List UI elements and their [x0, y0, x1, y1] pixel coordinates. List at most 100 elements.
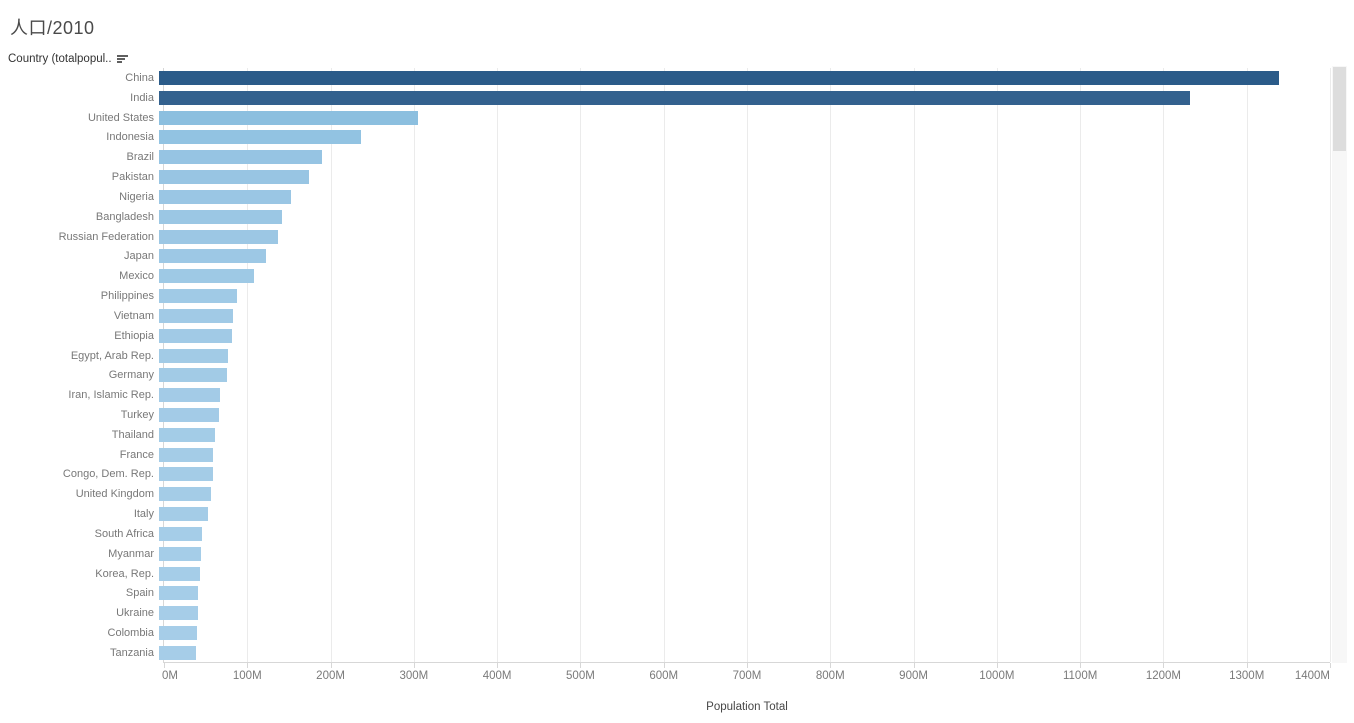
population-bar[interactable] — [159, 150, 323, 165]
population-bar[interactable] — [159, 407, 220, 422]
population-bar[interactable] — [159, 170, 309, 185]
population-bar[interactable] — [159, 249, 267, 264]
gridline — [1246, 68, 1248, 662]
bar-track — [159, 586, 1331, 601]
country-label[interactable]: South Africa — [94, 527, 154, 540]
bar-track — [159, 566, 1331, 581]
population-bar[interactable] — [159, 586, 199, 601]
bar-track — [159, 626, 1331, 641]
population-bar[interactable] — [159, 90, 1191, 105]
sort-descending-icon[interactable] — [116, 55, 128, 63]
gridline — [247, 68, 249, 662]
country-label[interactable]: Brazil — [126, 151, 154, 164]
row-header[interactable]: Country (totalpopul.. — [8, 51, 128, 67]
country-label[interactable]: Germany — [108, 369, 154, 382]
country-label[interactable]: Russian Federation — [58, 230, 154, 243]
population-bar[interactable] — [159, 328, 232, 343]
country-label[interactable]: Iran, Islamic Rep. — [68, 389, 154, 402]
population-bar[interactable] — [159, 209, 283, 224]
country-label[interactable]: China — [125, 71, 154, 84]
bar-track — [159, 606, 1331, 621]
population-bar[interactable] — [159, 487, 211, 502]
country-label[interactable]: France — [119, 448, 154, 461]
population-bar[interactable] — [159, 566, 201, 581]
country-label[interactable]: Ukraine — [116, 607, 154, 620]
gridline — [497, 68, 499, 662]
table-row: Korea, Rep. — [1, 564, 1331, 584]
country-label[interactable]: Mexico — [119, 270, 154, 283]
country-label[interactable]: Thailand — [111, 428, 154, 441]
gridline — [663, 68, 665, 662]
bar-track — [159, 308, 1331, 323]
population-bar[interactable] — [159, 189, 292, 204]
bar-rows: China India United States Indonesia Brazil Pa… — [1, 68, 1331, 663]
axis-tick-label: 800M — [815, 670, 845, 682]
axis-tick-label: 0M — [162, 670, 178, 682]
country-label[interactable]: United States — [87, 111, 154, 124]
population-bar[interactable] — [159, 427, 216, 442]
country-label[interactable]: Tanzania — [109, 646, 154, 659]
population-bar[interactable] — [159, 289, 237, 304]
country-label[interactable]: India — [130, 91, 154, 104]
table-row: Germany — [1, 365, 1331, 385]
axis-tick — [663, 663, 665, 668]
axis-tick-label: 1400M — [1294, 670, 1330, 682]
table-row: Ethiopia — [1, 326, 1331, 346]
population-bar[interactable] — [159, 526, 202, 541]
axis-tick — [996, 663, 998, 668]
population-bar[interactable] — [159, 626, 197, 641]
axis-tick — [1163, 663, 1165, 668]
country-label[interactable]: Spain — [125, 587, 154, 600]
population-bar[interactable] — [159, 308, 233, 323]
population-bar[interactable] — [159, 606, 198, 621]
axis-tick — [1080, 663, 1082, 668]
population-bar[interactable] — [159, 348, 228, 363]
country-label[interactable]: Turkey — [120, 408, 154, 421]
table-row: France — [1, 445, 1331, 465]
scrollbar-thumb[interactable] — [1333, 67, 1346, 151]
country-label[interactable]: Nigeria — [119, 190, 154, 203]
country-label[interactable]: Colombia — [107, 627, 154, 640]
gridline — [996, 68, 998, 662]
vertical-scrollbar[interactable] — [1332, 66, 1347, 663]
population-bar[interactable] — [159, 368, 227, 383]
country-label[interactable]: Indonesia — [106, 131, 154, 144]
table-row: Iran, Islamic Rep. — [1, 385, 1331, 405]
bar-track — [159, 388, 1331, 403]
population-bar[interactable] — [159, 229, 278, 244]
axis-tick-label: 1100M — [1062, 670, 1098, 682]
country-label[interactable]: Japan — [124, 250, 154, 263]
population-bar[interactable] — [159, 507, 209, 522]
population-bar[interactable] — [159, 110, 418, 125]
bar-track — [159, 249, 1331, 264]
population-bar[interactable] — [159, 269, 255, 284]
country-label[interactable]: Bangladesh — [95, 210, 154, 223]
population-bar[interactable] — [159, 645, 196, 660]
country-label[interactable]: Myanmar — [108, 547, 154, 560]
axis-tick — [1246, 663, 1248, 668]
axis-tick-label: 1300M — [1229, 670, 1265, 682]
country-label[interactable]: Congo, Dem. Rep. — [62, 468, 154, 481]
bar-track — [159, 526, 1331, 541]
population-bar[interactable] — [159, 388, 221, 403]
population-bar[interactable] — [159, 467, 213, 482]
country-label[interactable]: United Kingdom — [75, 488, 154, 501]
country-label[interactable]: Italy — [133, 508, 154, 521]
row-header-label: Country (totalpopul.. — [8, 53, 112, 65]
axis-tick-label: 500M — [566, 670, 595, 682]
country-label[interactable]: Ethiopia — [114, 329, 154, 342]
population-bar[interactable] — [159, 546, 201, 561]
bar-track — [159, 348, 1331, 363]
country-label[interactable]: Vietnam — [113, 309, 154, 322]
population-bar[interactable] — [159, 447, 214, 462]
country-label[interactable]: Philippines — [100, 290, 154, 303]
country-label[interactable]: Korea, Rep. — [95, 567, 154, 580]
country-label[interactable]: Egypt, Arab Rep. — [70, 349, 154, 362]
axis-tick — [580, 663, 582, 668]
country-label[interactable]: Pakistan — [111, 171, 154, 184]
bar-track — [159, 507, 1331, 522]
population-bar[interactable] — [159, 130, 361, 145]
axis-tick — [164, 663, 165, 668]
population-bar[interactable] — [159, 70, 1280, 85]
table-row: China — [1, 68, 1331, 88]
